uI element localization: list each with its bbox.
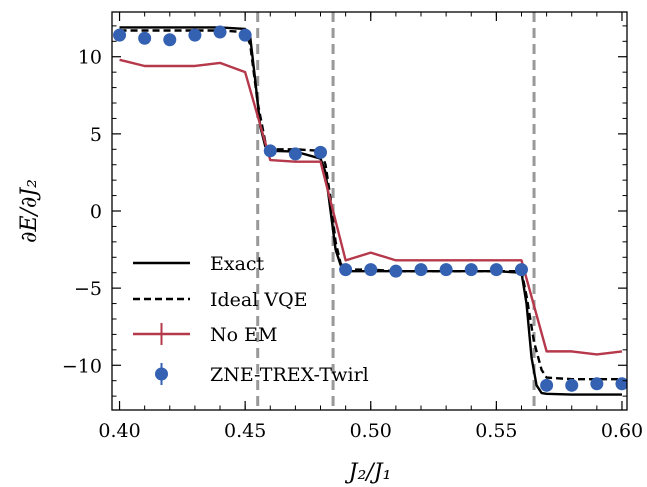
data-point	[238, 28, 252, 42]
data-point	[339, 263, 353, 277]
data-point	[213, 25, 227, 39]
x-tick-label: 0.55	[475, 420, 517, 442]
y-axis-label: ∂E/∂J₂	[17, 179, 42, 243]
data-point	[263, 144, 277, 158]
x-tick-label: 0.45	[224, 420, 266, 442]
data-point	[288, 147, 302, 161]
data-point	[188, 28, 202, 42]
legend-label-zne-trex-twirl: ZNE-TREX-Twirl	[210, 364, 369, 386]
x-axis-label: J₂/J₁	[345, 460, 392, 485]
data-point	[138, 31, 152, 45]
series-zne-trex-twirl	[113, 25, 627, 392]
data-point	[414, 263, 428, 277]
data-point	[364, 263, 378, 277]
legend-marker-zne-trex-twirl	[155, 367, 168, 381]
axis-ticks	[112, 12, 627, 410]
legend-label-exact: Exact	[210, 253, 265, 275]
data-point	[489, 263, 503, 277]
series-line-exact	[119, 26, 622, 396]
legend: Exact Ideal VQE No EM ZNE-TREX-Twirl	[133, 253, 369, 386]
y-tick-label: 0	[90, 201, 102, 223]
series-line-ideal-vqe	[119, 29, 622, 381]
data-point	[464, 263, 478, 277]
tick-labels: 0.40 0.45 0.50 0.55 0.60 10 5 0 −5 −10	[62, 47, 643, 442]
series-line-no-em	[119, 58, 623, 356]
x-tick-label: 0.50	[350, 420, 392, 442]
data-point	[565, 378, 579, 392]
data-point	[439, 263, 453, 277]
x-tick-label: 0.60	[601, 420, 643, 442]
y-tick-label: 10	[78, 47, 102, 69]
data-point	[590, 377, 604, 391]
legend-label-ideal-vqe: Ideal VQE	[210, 289, 308, 311]
phase-boundary-lines	[256, 12, 536, 410]
y-tick-label: −5	[74, 278, 102, 300]
legend-label-no-em: No EM	[210, 324, 277, 346]
data-point	[314, 145, 328, 159]
y-tick-label: 5	[90, 124, 102, 146]
data-point	[540, 378, 554, 392]
data-point	[163, 33, 177, 47]
x-tick-label: 0.40	[98, 420, 140, 442]
data-point	[389, 264, 403, 278]
series-layer	[113, 25, 627, 396]
data-point	[514, 263, 528, 277]
y-tick-label: −10	[62, 355, 102, 377]
data-point	[113, 28, 127, 42]
